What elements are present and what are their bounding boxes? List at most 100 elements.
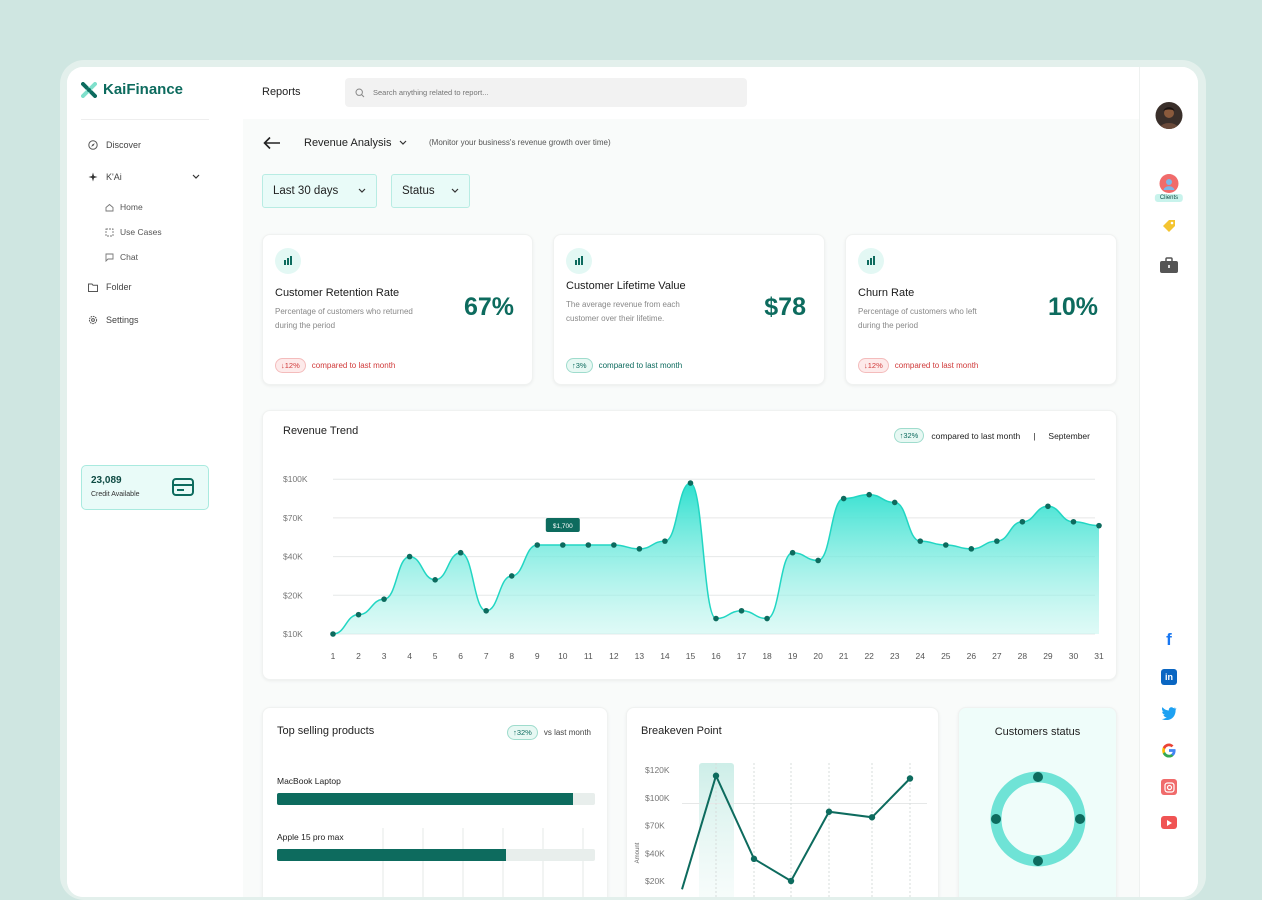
product-bar-fill	[277, 849, 506, 861]
product-bar-fill	[277, 793, 573, 805]
google-icon[interactable]	[1161, 742, 1177, 758]
donut-segment-marker	[1033, 772, 1043, 782]
donut-ring	[990, 771, 1086, 867]
data-point	[738, 607, 745, 614]
metric-card-lifetime-value: Customer Lifetime Value The average reve…	[553, 234, 825, 385]
credit-label: Credit Available	[91, 491, 140, 498]
home-icon	[105, 203, 114, 211]
search-icon	[355, 87, 365, 97]
instagram-icon[interactable]	[1161, 779, 1177, 795]
bar-chart-icon	[275, 248, 301, 274]
change-badge-up: ↑3%	[566, 358, 593, 373]
metric-card-churn: Churn Rate Percentage of customers who l…	[845, 234, 1117, 385]
back-arrow-icon[interactable]	[263, 136, 281, 150]
change-badge-up: ↑32%	[893, 428, 925, 443]
x-tick-label: 29	[1043, 651, 1053, 661]
chevron-down-icon	[451, 188, 459, 193]
x-tick-label: 15	[686, 651, 696, 661]
gear-icon	[88, 315, 98, 325]
data-point	[406, 553, 413, 560]
product-name: Apple 15 pro max	[277, 832, 344, 842]
data-point	[906, 775, 914, 782]
donut-segment-marker	[991, 814, 1001, 824]
analysis-selector[interactable]: Revenue Analysis	[304, 137, 407, 149]
x-tick-label: 20	[813, 651, 823, 661]
x-tick-label: 17	[737, 651, 747, 661]
sidebar-item-label: Discover	[106, 140, 142, 150]
change-badge-down: ↓12%	[858, 358, 889, 373]
data-point	[381, 596, 387, 602]
search-input[interactable]	[373, 88, 733, 97]
data-point	[815, 557, 821, 564]
x-tick-label: 31	[1094, 651, 1104, 661]
sidebar-subitem-home[interactable]: Home	[105, 202, 143, 212]
x-tick-label: 24	[916, 651, 926, 661]
twitter-icon[interactable]	[1161, 705, 1177, 721]
x-tick-label: 11	[584, 651, 593, 661]
x-tick-label: 30	[1069, 651, 1079, 661]
revenue-trend-title: Revenue Trend	[283, 425, 359, 437]
change-value: 12%	[867, 361, 883, 370]
compare-text: compared to last month	[931, 430, 1021, 441]
x-tick-label: 6	[458, 651, 463, 661]
search-bar[interactable]	[345, 78, 747, 107]
sidebar-subitem-chat[interactable]: Chat	[105, 252, 138, 262]
tag-icon[interactable]	[1160, 217, 1178, 240]
data-point	[1019, 518, 1026, 525]
right-rail: Clients f in	[1139, 67, 1198, 897]
status-filter-dropdown[interactable]: Status	[391, 174, 470, 208]
x-tick-label: 5	[433, 651, 438, 661]
sidebar-subitem-label: Home	[120, 202, 143, 212]
x-tick-label: 18	[762, 651, 772, 661]
avatar[interactable]	[1155, 102, 1183, 129]
y-tick-label: $100K	[645, 793, 670, 803]
clients-label: Clients	[1154, 194, 1184, 202]
metric-change: ↓12% compared to last month	[275, 358, 395, 373]
clients-icon[interactable]	[1159, 174, 1179, 193]
data-point	[840, 495, 847, 502]
x-tick-label: 23	[890, 651, 900, 661]
product-bar-track	[277, 849, 595, 861]
briefcase-icon[interactable]	[1159, 257, 1179, 279]
product-name: MacBook Laptop	[277, 776, 341, 786]
data-point	[585, 542, 592, 548]
page-title: Reports	[262, 86, 301, 98]
sidebar-item-discover[interactable]: Discover	[88, 140, 141, 150]
analysis-subtitle: (Monitor your business's revenue growth …	[429, 138, 611, 147]
customers-status-card: Customers status	[958, 707, 1117, 897]
change-value: 32%	[903, 431, 919, 440]
y-tick-label: $40K	[283, 552, 303, 562]
metric-title: Customer Lifetime Value	[566, 280, 686, 292]
data-point	[1096, 522, 1102, 529]
x-tick-label: 7	[484, 651, 489, 661]
y-tick-label: $100K	[283, 474, 308, 484]
x-tick-label: 14	[660, 651, 670, 661]
sidebar-item-settings[interactable]: Settings	[88, 315, 139, 325]
sidebar-item-folder[interactable]: Folder	[88, 282, 132, 292]
x-tick-label: 12	[609, 651, 619, 661]
month-label[interactable]: September	[1048, 430, 1090, 441]
sidebar-item-kai[interactable]: K'Ai	[88, 172, 200, 182]
logo[interactable]: KaiFinance	[81, 81, 183, 98]
data-point	[764, 615, 770, 622]
x-tick-label: 26	[967, 651, 977, 661]
x-tick-label: 1	[331, 651, 336, 661]
sidebar-subitem-use-cases[interactable]: Use Cases	[105, 227, 162, 237]
period-filter-dropdown[interactable]: Last 30 days	[262, 174, 377, 208]
x-tick-label: 19	[788, 651, 798, 661]
facebook-icon[interactable]: f	[1166, 630, 1172, 649]
change-value: 32%	[516, 728, 532, 737]
youtube-icon[interactable]	[1161, 816, 1177, 829]
credit-card-widget[interactable]: 23,089 Credit Available	[81, 465, 209, 510]
metric-value: 67%	[463, 293, 514, 321]
linkedin-icon[interactable]: in	[1161, 669, 1177, 685]
main-content: Revenue Analysis (Monitor your business'…	[243, 119, 1139, 897]
metric-value: $78	[764, 293, 806, 321]
change-badge-up: ↑32%	[507, 725, 538, 740]
data-point	[968, 546, 975, 552]
breakeven-chart[interactable]: $20K $40K $70K $100K $120K Amount	[627, 708, 940, 897]
status-filter-value: Status	[402, 185, 435, 197]
analysis-title: Revenue Analysis	[304, 137, 392, 149]
customers-donut-chart[interactable]	[959, 708, 1118, 897]
